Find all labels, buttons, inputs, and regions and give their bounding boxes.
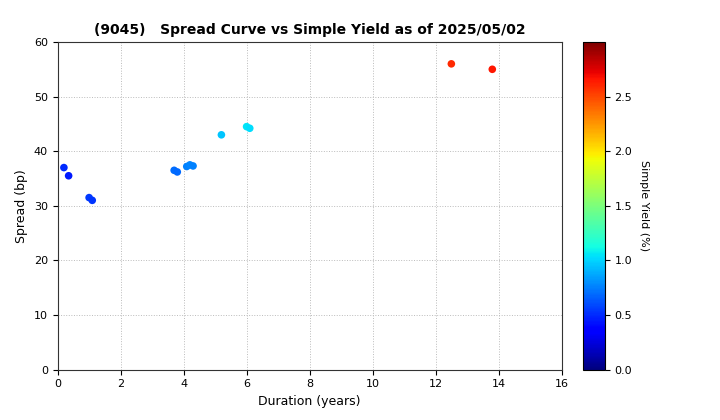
Point <box>487 66 498 73</box>
Point <box>86 197 98 204</box>
Point <box>84 194 95 201</box>
Point <box>187 163 199 169</box>
Title: (9045)   Spread Curve vs Simple Yield as of 2025/05/02: (9045) Spread Curve vs Simple Yield as o… <box>94 23 526 37</box>
Y-axis label: Simple Yield (%): Simple Yield (%) <box>639 160 649 251</box>
Y-axis label: Spread (bp): Spread (bp) <box>15 169 28 243</box>
Point <box>181 163 192 170</box>
Point <box>184 161 196 168</box>
Point <box>240 123 252 130</box>
Point <box>244 125 256 131</box>
Point <box>63 172 74 179</box>
Point <box>58 164 70 171</box>
Point <box>168 167 180 174</box>
Point <box>446 60 457 67</box>
Point <box>215 131 227 138</box>
X-axis label: Duration (years): Duration (years) <box>258 395 361 408</box>
Point <box>171 168 183 175</box>
